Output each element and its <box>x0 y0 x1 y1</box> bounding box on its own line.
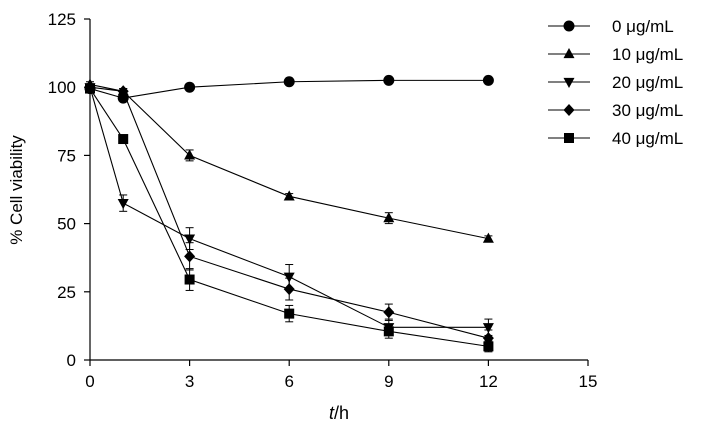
series-2 <box>84 78 494 243</box>
y-tick-label: 100 <box>48 78 76 97</box>
x-tick-label: 3 <box>185 372 194 391</box>
legend-marker <box>563 104 575 116</box>
y-tick-label: 25 <box>57 283 76 302</box>
series-1 <box>84 74 494 104</box>
legend-entry: 30 μg/mL <box>548 101 683 120</box>
legend-marker <box>563 20 575 32</box>
series-line <box>89 79 489 99</box>
data-point <box>184 234 196 245</box>
legend-marker <box>563 77 575 88</box>
legend-entry: 0 μg/mL <box>548 17 674 36</box>
x-axis-label-variable: t <box>329 403 335 423</box>
data-point <box>482 232 494 243</box>
plot-area <box>84 74 494 353</box>
data-point <box>383 74 395 86</box>
data-point <box>482 74 494 86</box>
x-tick-label: 15 <box>579 372 598 391</box>
series-line <box>89 83 489 240</box>
data-point <box>117 85 129 98</box>
data-point <box>483 341 494 352</box>
data-point <box>383 212 395 223</box>
axes: 0 3 6 9 12 15 0 25 50 75 100 125 <box>48 10 598 391</box>
series-5 <box>85 83 494 353</box>
data-point <box>184 149 196 160</box>
data-point <box>284 308 295 319</box>
data-point <box>184 81 196 93</box>
y-tick-label: 0 <box>67 351 76 370</box>
x-axis-label: t/h <box>329 403 349 423</box>
series-line <box>89 86 489 339</box>
data-point <box>383 326 394 337</box>
data-point <box>383 306 395 319</box>
x-tick-label: 9 <box>384 372 393 391</box>
x-axis-label-unit: /h <box>334 403 349 423</box>
legend: 0 μg/mL 10 μg/mL 20 μg/mL 30 μg/mL 40 μg/mL <box>548 17 683 148</box>
data-point <box>283 76 295 88</box>
data-point <box>283 190 295 201</box>
data-point <box>283 283 295 296</box>
x-tick-label: 12 <box>479 372 498 391</box>
legend-marker <box>563 48 575 59</box>
legend-entry: 40 μg/mL <box>548 129 683 148</box>
legend-entry: 20 μg/mL <box>548 73 683 92</box>
data-point <box>184 274 195 285</box>
data-point <box>117 199 129 210</box>
y-axis-label: % Cell viability <box>7 135 26 245</box>
legend-label: 10 μg/mL <box>612 45 683 64</box>
x-tick-label: 0 <box>85 372 94 391</box>
data-point <box>118 134 129 145</box>
series-line <box>89 87 489 328</box>
legend-label: 0 μg/mL <box>612 17 674 36</box>
data-point <box>85 83 95 94</box>
legend-label: 40 μg/mL <box>612 129 683 148</box>
legend-marker <box>564 133 574 143</box>
y-tick-label: 125 <box>48 10 76 29</box>
legend-label: 20 μg/mL <box>612 73 683 92</box>
x-tick-label: 6 <box>284 372 293 391</box>
y-tick-label: 75 <box>57 146 76 165</box>
y-tick-label: 50 <box>57 215 76 234</box>
series-line <box>89 88 489 347</box>
data-point <box>482 323 494 334</box>
legend-entry: 10 μg/mL <box>548 45 683 64</box>
data-point <box>184 250 196 263</box>
legend-label: 30 μg/mL <box>612 101 683 120</box>
